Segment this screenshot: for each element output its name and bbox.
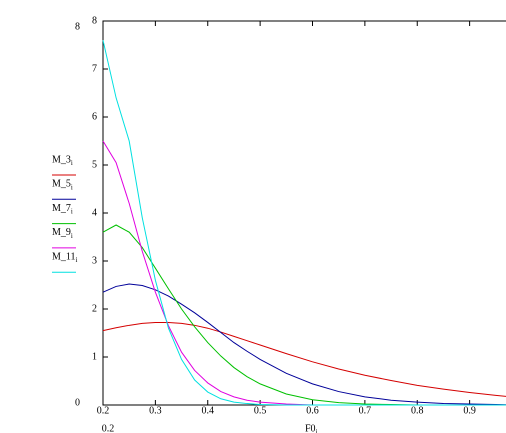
x-tick-label: 0.5 [254, 405, 267, 416]
x-tick-label: 0.8 [411, 405, 424, 416]
x-limit-label: 0.2 [102, 423, 115, 433]
y-tick-label: 4 [92, 207, 97, 218]
y-tick-label: 5 [92, 159, 97, 170]
y-tick-label: 7 [92, 63, 97, 74]
y-limit-label: 0 [75, 397, 80, 408]
x-tick-label: 0.7 [359, 405, 372, 416]
legend-label-subscript: i [76, 256, 78, 264]
legend-label: M_5i [52, 179, 73, 191]
legend-label-subscript: i [71, 183, 73, 191]
series-line [102, 140, 506, 406]
x-tick-label: 0.3 [149, 405, 162, 416]
legend-label: M_3i [52, 154, 73, 166]
legend-label: M_7i [52, 203, 73, 215]
y-tick-label: 1 [92, 351, 97, 362]
y-tick-label: 3 [92, 255, 97, 266]
x-tick-label: 0.4 [202, 405, 215, 416]
series-line [102, 283, 506, 406]
legend-label-subscript: i [71, 232, 73, 240]
y-tick-label: 6 [92, 111, 97, 122]
legend-label-subscript: i [71, 207, 73, 215]
x-tick-label: 0.6 [306, 405, 319, 416]
legend-label-subscript: i [71, 159, 73, 167]
x-axis-label: F0i [305, 423, 318, 433]
legend-label: M_11i [52, 251, 78, 263]
y-tick-label: 8 [92, 15, 97, 26]
y-limit-label: 8 [75, 21, 80, 32]
x-axis-label-subscript: i [316, 428, 318, 433]
plot-frame [102, 20, 506, 406]
y-tick-label: 2 [92, 303, 97, 314]
x-tick-label: 0.2 [97, 405, 110, 416]
series-line [102, 40, 506, 406]
series-line [102, 224, 506, 406]
series-line [102, 321, 506, 397]
x-tick-label: 0.9 [463, 405, 476, 416]
legend-label: M_9i [52, 227, 73, 239]
